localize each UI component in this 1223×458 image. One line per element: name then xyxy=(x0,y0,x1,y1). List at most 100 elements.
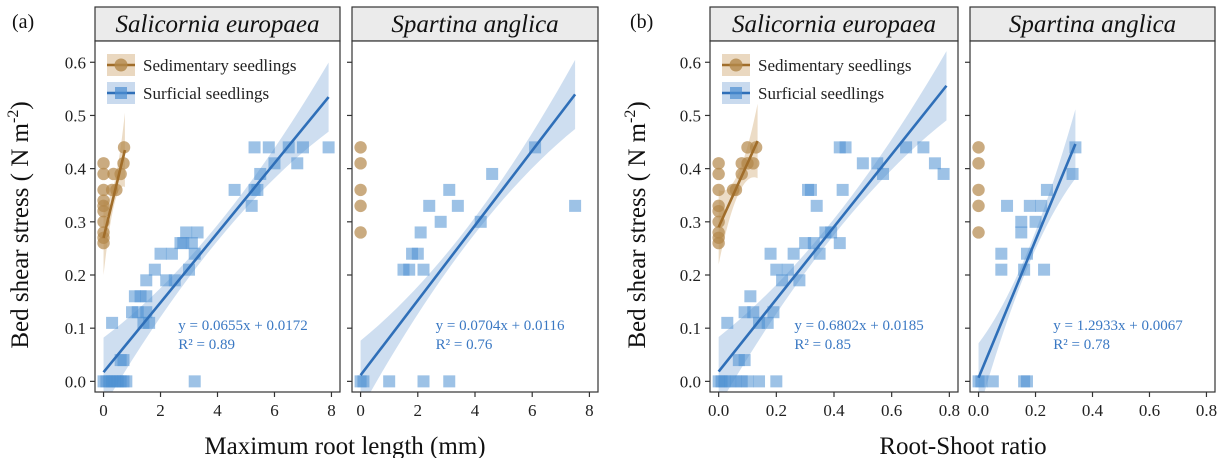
surficial-point xyxy=(245,199,258,212)
x-tick-label: 6 xyxy=(270,401,279,420)
y-tick-label: 0.6 xyxy=(680,53,701,72)
surficial-point xyxy=(986,375,999,388)
legend-square-marker xyxy=(730,87,742,99)
x-tick-label: 0.8 xyxy=(1196,401,1217,420)
surficial-point xyxy=(1066,167,1079,180)
surficial-point xyxy=(140,274,153,287)
surficial-point xyxy=(140,290,153,303)
surficial-point xyxy=(474,215,487,228)
fit-line-surficial xyxy=(102,96,330,374)
surficial-point xyxy=(403,263,416,276)
legend-square-marker xyxy=(115,87,127,99)
surficial-point xyxy=(721,316,734,329)
surficial-point xyxy=(486,167,499,180)
surficial-point xyxy=(738,354,751,367)
y-tick-label: 0.3 xyxy=(65,213,86,232)
surficial-point xyxy=(917,141,930,154)
surficial-point xyxy=(1035,199,1048,212)
sedimentary-point xyxy=(972,183,985,197)
plot-layer xyxy=(972,109,1082,392)
y-axis-title-a: Bed shear stress ( N m-2) xyxy=(5,101,34,348)
surficial-point xyxy=(770,375,783,388)
y-tick-label: 0.4 xyxy=(65,160,87,179)
surficial-point xyxy=(741,375,754,388)
panel-border xyxy=(969,40,1216,393)
y-tick-label: 0.1 xyxy=(65,319,86,338)
surficial-point xyxy=(154,247,167,260)
surficial-point xyxy=(434,215,447,228)
facet-panels: Salicornia europaea 0.0 0.1 0.2 0.3 0.4 0.5 0.6… xyxy=(65,6,1217,420)
sedimentary-point xyxy=(972,157,985,170)
x-axis-title-a: Maximum root length (mm) xyxy=(204,433,485,458)
surficial-point xyxy=(804,183,817,196)
x-tick-label: 0.2 xyxy=(766,401,787,420)
y-tick-label: 0.3 xyxy=(680,213,701,232)
surficial-point xyxy=(810,199,823,212)
confidence-band-surficial xyxy=(360,59,576,392)
y-tick-label: 0.0 xyxy=(680,372,701,391)
sedimentary-point xyxy=(972,199,985,213)
surficial-point xyxy=(417,375,430,388)
surficial-point xyxy=(414,226,427,239)
surficial-point xyxy=(833,141,846,154)
sedimentary-point xyxy=(97,194,110,207)
surficial-point xyxy=(417,263,430,276)
x-tick-label: 8 xyxy=(327,401,336,420)
regression-equation: y = 0.0655x + 0.0172 xyxy=(178,318,307,334)
surficial-point xyxy=(180,226,193,239)
regression-equation: y = 0.6802x + 0.0185 xyxy=(794,318,923,334)
surficial-point xyxy=(937,167,950,180)
sedimentary-point xyxy=(354,141,367,154)
x-tick-label: 0.8 xyxy=(939,401,960,420)
surficial-point xyxy=(787,247,800,260)
legend-label: Surficial seedlings xyxy=(758,84,884,103)
sedimentary-point xyxy=(97,183,110,197)
surficial-point xyxy=(767,306,780,319)
surficial-point xyxy=(764,247,777,260)
sedimentary-point xyxy=(972,226,985,239)
plot-area xyxy=(970,41,1215,392)
surficial-point xyxy=(1020,375,1033,388)
x-tick-label: 0.6 xyxy=(1139,401,1160,420)
sedimentary-point xyxy=(354,157,367,170)
surficial-point xyxy=(443,375,456,388)
surficial-point xyxy=(836,183,849,196)
surficial-point xyxy=(1040,183,1053,196)
panel-label-a: (a) xyxy=(12,11,34,33)
facet-strip-label: Salicornia europaea xyxy=(116,11,320,38)
y-tick-label: 0.5 xyxy=(65,106,86,125)
surficial-point xyxy=(753,375,766,388)
x-tick-label: 2 xyxy=(414,401,423,420)
x-tick-label: 6 xyxy=(528,401,537,420)
plot-layer xyxy=(354,59,582,392)
y-axis-title-b: Bed shear stress ( N m-2) xyxy=(622,101,651,348)
surficial-point xyxy=(900,141,913,154)
r-squared: R² = 0.78 xyxy=(1053,337,1110,353)
facet-1-0: Salicornia europaea 0.0 0.1 0.2 0.3 0.4 0.5 0.6… xyxy=(680,6,960,420)
surficial-point xyxy=(995,263,1008,276)
surficial-point xyxy=(248,141,261,154)
surficial-point xyxy=(322,141,335,154)
r-squared: R² = 0.89 xyxy=(178,337,235,353)
surficial-point xyxy=(1038,263,1051,276)
y-tick-label: 0.2 xyxy=(65,266,86,285)
surficial-point xyxy=(807,237,820,250)
surficial-point xyxy=(1015,226,1028,239)
sedimentary-point xyxy=(117,141,131,154)
surficial-point xyxy=(1023,199,1036,212)
fit-line-sedimentary xyxy=(717,140,759,228)
surficial-point xyxy=(1029,215,1042,228)
surficial-point xyxy=(357,375,370,388)
x-tick-label: 4 xyxy=(213,401,222,420)
regression-equation: y = 1.2933x + 0.0067 xyxy=(1053,318,1183,334)
surficial-point xyxy=(296,141,309,154)
x-tick-label: 0.4 xyxy=(823,401,845,420)
surficial-point xyxy=(148,263,161,276)
sedimentary-point xyxy=(712,167,725,181)
plot-layer xyxy=(712,51,950,392)
facet-strip-label: Spartina anglica xyxy=(391,11,558,38)
surficial-point xyxy=(1001,199,1014,212)
surficial-point xyxy=(975,375,988,388)
surficial-point xyxy=(383,375,396,388)
surficial-point xyxy=(856,157,869,170)
